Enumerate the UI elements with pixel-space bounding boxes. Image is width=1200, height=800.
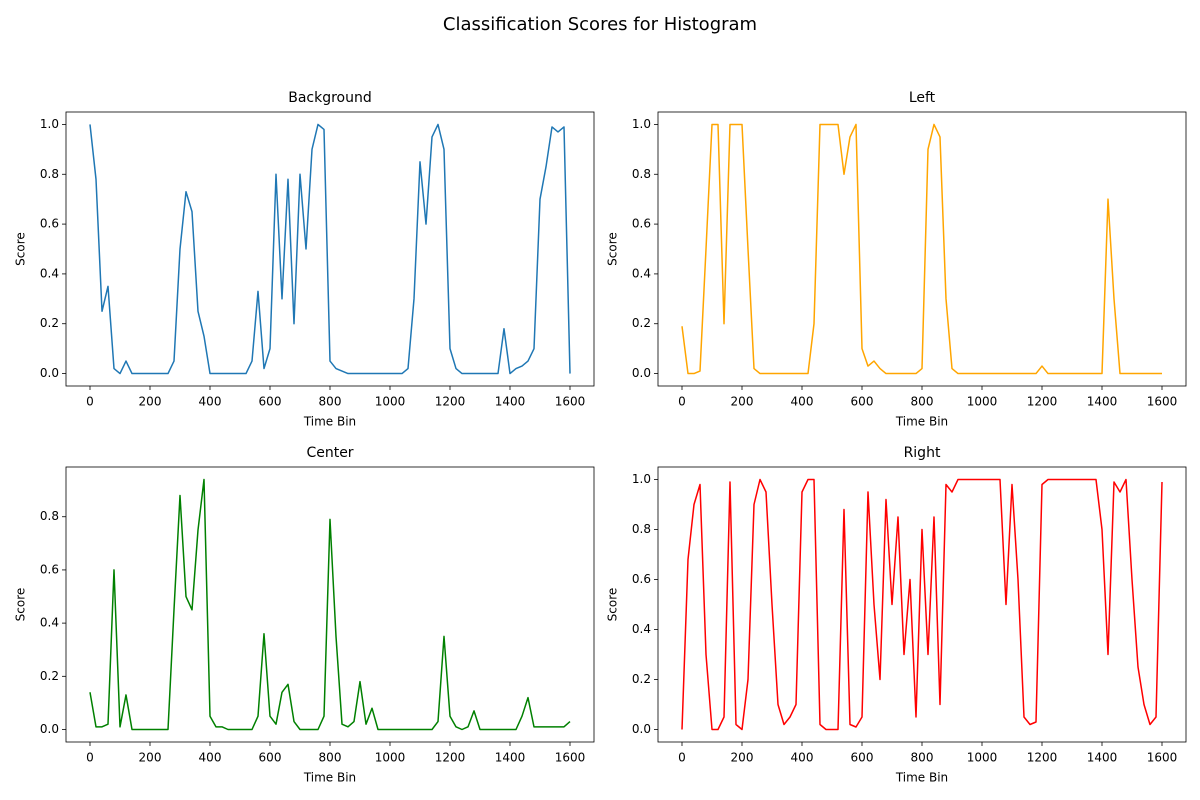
subplot-title: Center	[306, 445, 353, 461]
x-tick-label: 200	[731, 751, 754, 765]
x-tick-label: 0	[86, 751, 94, 765]
axes-frame	[657, 111, 1187, 387]
x-axis-label: Time Bin	[303, 771, 356, 785]
y-tick-label: 0.0	[632, 366, 651, 380]
axes-frame	[65, 111, 595, 387]
y-tick-label: 0.8	[40, 167, 59, 181]
series-line	[89, 123, 571, 375]
x-tick-label: 1000	[967, 751, 998, 765]
x-axis-label: Time Bin	[895, 771, 948, 785]
y-tick-label: 0.8	[632, 522, 651, 536]
x-tick-label: 200	[139, 751, 162, 765]
series-line	[681, 123, 1162, 375]
y-tick-label: 1.0	[632, 472, 651, 486]
y-tick-label: 0.8	[632, 167, 651, 181]
y-tick-label: 0.4	[40, 616, 59, 630]
x-tick-label: 1400	[1087, 751, 1118, 765]
x-tick-label: 1000	[375, 751, 406, 765]
y-tick-label: 1.0	[40, 117, 59, 131]
y-tick-label: 0.6	[632, 217, 651, 231]
x-tick-label: 200	[731, 395, 754, 409]
x-tick-label: 800	[911, 395, 934, 409]
x-tick-label: 1400	[495, 751, 526, 765]
axes-frame	[657, 466, 1187, 743]
x-tick-label: 1600	[1147, 751, 1178, 765]
y-tick-label: 0.6	[40, 562, 59, 576]
x-tick-label: 800	[319, 751, 342, 765]
y-tick-label: 0.6	[632, 572, 651, 586]
y-tick-label: 0.0	[40, 366, 59, 380]
axes-frame	[65, 466, 595, 743]
figure-title: Classification Scores for Histogram	[443, 14, 757, 35]
y-tick-label: 1.0	[632, 117, 651, 131]
x-tick-label: 1200	[435, 395, 466, 409]
y-axis-label: Score	[606, 232, 620, 266]
y-axis-label: Score	[14, 232, 28, 266]
y-tick-label: 0.6	[40, 217, 59, 231]
x-tick-label: 1400	[1087, 395, 1118, 409]
y-tick-label: 0.2	[40, 316, 59, 330]
x-tick-label: 1200	[1027, 395, 1058, 409]
x-tick-label: 1600	[555, 395, 586, 409]
x-tick-label: 1600	[555, 751, 586, 765]
x-tick-label: 0	[678, 395, 686, 409]
x-tick-label: 0	[678, 751, 686, 765]
x-tick-label: 400	[791, 751, 814, 765]
y-axis-label: Score	[606, 588, 620, 622]
y-tick-label: 0.2	[40, 669, 59, 683]
x-tick-label: 1200	[435, 751, 466, 765]
x-tick-label: 400	[199, 395, 222, 409]
x-tick-label: 1600	[1147, 395, 1178, 409]
y-tick-label: 0.2	[632, 316, 651, 330]
y-tick-label: 0.0	[40, 722, 59, 736]
x-axis-label: Time Bin	[895, 415, 948, 429]
x-tick-label: 600	[259, 395, 282, 409]
subplot-title: Right	[904, 445, 941, 461]
y-tick-label: 0.4	[632, 266, 651, 280]
x-tick-label: 1400	[495, 395, 526, 409]
x-tick-label: 1000	[967, 395, 998, 409]
subplot-title: Left	[909, 90, 936, 106]
y-tick-label: 0.4	[40, 266, 59, 280]
x-tick-label: 200	[139, 395, 162, 409]
y-axis-label: Score	[14, 588, 28, 622]
x-tick-label: 400	[199, 751, 222, 765]
x-axis-label: Time Bin	[303, 415, 356, 429]
x-tick-label: 600	[259, 751, 282, 765]
x-tick-label: 1200	[1027, 751, 1058, 765]
x-tick-label: 0	[86, 395, 94, 409]
x-tick-label: 400	[791, 395, 814, 409]
y-tick-label: 0.4	[632, 622, 651, 636]
y-tick-label: 0.2	[632, 672, 651, 686]
x-tick-label: 600	[851, 751, 874, 765]
subplot-title: Background	[288, 90, 372, 106]
y-tick-label: 0.0	[632, 722, 651, 736]
x-tick-label: 1000	[375, 395, 406, 409]
series-line	[681, 478, 1163, 731]
series-line	[89, 478, 571, 731]
x-tick-label: 800	[911, 751, 934, 765]
y-tick-label: 0.8	[40, 509, 59, 523]
x-tick-label: 800	[319, 395, 342, 409]
x-tick-label: 600	[851, 395, 874, 409]
